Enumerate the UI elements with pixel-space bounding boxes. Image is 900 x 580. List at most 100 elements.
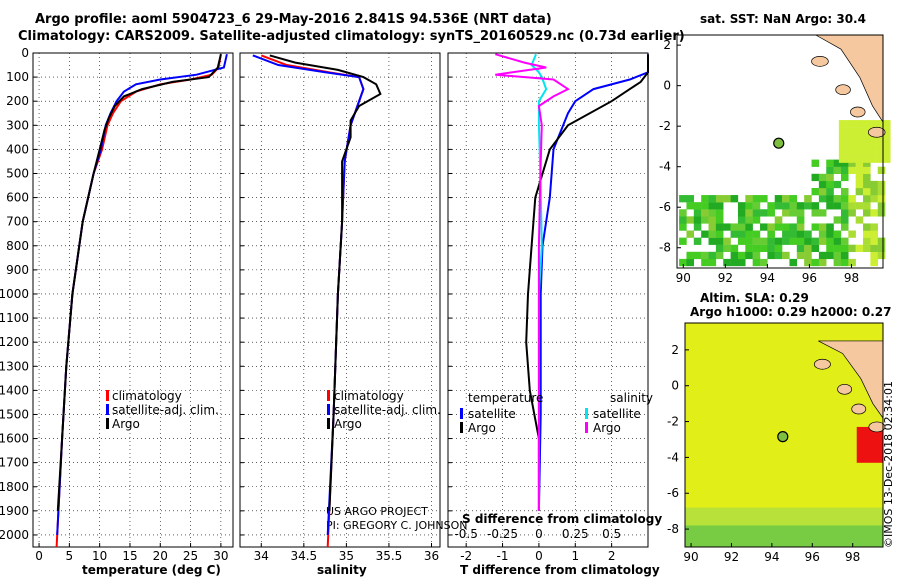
island xyxy=(811,55,829,67)
map-frame xyxy=(684,322,884,548)
sst-cell xyxy=(877,180,886,189)
sst-map-title: sat. SST: NaN Argo: 30.4 xyxy=(700,12,866,26)
sst-cell xyxy=(855,159,864,167)
legend-label: climatology xyxy=(334,389,404,403)
map-x-tick-label: 92 xyxy=(724,550,739,564)
sst-cell xyxy=(860,134,869,142)
x-tick-label: 5 xyxy=(66,549,74,563)
sst-cell xyxy=(818,223,827,231)
depth-tick-label: 1100 xyxy=(0,311,29,325)
title-line-1: Argo profile: aoml 5904723_6 29-May-2016… xyxy=(35,12,552,27)
depth-tick-label: 1900 xyxy=(0,504,29,518)
sst-cell xyxy=(840,166,849,174)
sst-cell xyxy=(767,230,775,238)
x-tick-label: 34 xyxy=(254,549,269,563)
map-y-tick-label: -2 xyxy=(659,119,671,133)
sal-climatology-line xyxy=(260,54,365,548)
sst-cell xyxy=(838,120,847,128)
island xyxy=(850,106,866,118)
sst-cell xyxy=(860,148,869,156)
depth-tick-label: 1400 xyxy=(0,383,29,397)
sst-cell xyxy=(870,230,878,238)
sst-cell xyxy=(811,258,820,267)
sst-cell xyxy=(811,173,820,182)
project-label: US ARGO PROJECT xyxy=(326,505,428,518)
sst-cell xyxy=(826,237,834,245)
legend-swatch xyxy=(585,408,588,419)
sst-cell xyxy=(840,173,849,182)
t-diff-satellite-line xyxy=(537,54,649,511)
sst-cell xyxy=(796,216,805,224)
depth-tick-label: 600 xyxy=(6,191,29,205)
sst-cell xyxy=(804,230,812,238)
sst-cell xyxy=(693,237,702,245)
sst-cell xyxy=(760,244,768,252)
sst-cell xyxy=(838,127,847,135)
depth-tick-label: 1200 xyxy=(0,335,29,349)
sst-cell xyxy=(774,223,783,231)
map-x-tick-label: 96 xyxy=(805,550,820,564)
sst-cell xyxy=(877,195,886,203)
depth-tick-label: 500 xyxy=(6,166,29,180)
sst-cell xyxy=(686,230,695,238)
s-tick-label: 0 xyxy=(535,527,543,541)
x-tick-label: 35.5 xyxy=(376,549,403,563)
sst-cell xyxy=(838,134,847,142)
sst-cell xyxy=(752,202,761,210)
sst-cell xyxy=(840,202,849,210)
sst-cell xyxy=(752,230,761,238)
x-tick-label: 10 xyxy=(92,549,107,563)
sst-cell xyxy=(789,195,798,203)
sst-cell xyxy=(737,202,746,210)
x-tick-label: -1 xyxy=(497,549,509,563)
map-y-tick-label: 2 xyxy=(671,343,679,357)
sst-cell xyxy=(686,195,695,203)
sst-cell xyxy=(774,251,783,260)
sst-cell xyxy=(846,141,854,149)
sst-cell xyxy=(863,173,871,182)
sst-cell xyxy=(846,148,854,156)
map-y-tick-label: -2 xyxy=(667,415,679,429)
sst-cell xyxy=(855,180,864,189)
s-diff-xlabel: S difference from climatology xyxy=(462,512,663,526)
sst-cell xyxy=(853,134,862,142)
sst-cell xyxy=(752,216,761,224)
sst-cell xyxy=(826,244,834,252)
legend-label: Argo xyxy=(468,421,496,435)
depth-tick-label: 700 xyxy=(6,215,29,229)
sst-cell xyxy=(782,223,790,231)
legend-swatch xyxy=(106,418,109,429)
sst-cell xyxy=(789,202,798,210)
sst-cell xyxy=(737,209,746,217)
x-tick-label: 34.5 xyxy=(290,549,317,563)
map-y-tick-label: 0 xyxy=(671,379,679,393)
sst-cell xyxy=(833,202,842,210)
sst-cell xyxy=(818,173,827,182)
sst-cell xyxy=(811,223,820,231)
sst-cell xyxy=(863,159,871,167)
legend-swatch xyxy=(327,404,330,415)
sst-cell xyxy=(855,173,864,182)
sst-cell xyxy=(708,195,717,203)
sst-cell xyxy=(877,166,886,174)
map-x-tick-label: 92 xyxy=(718,271,733,285)
sst-cell xyxy=(804,202,812,210)
sst-cell xyxy=(863,209,871,217)
sst-cell xyxy=(804,237,812,245)
sst-cell xyxy=(745,251,753,260)
sst-cell xyxy=(833,159,842,167)
sal-satellite-line xyxy=(252,54,365,536)
sst-cell xyxy=(811,209,820,217)
depth-tick-label: 1300 xyxy=(0,359,29,373)
legend-label: satellite xyxy=(593,407,641,421)
sst-cell xyxy=(760,223,768,231)
sst-cell xyxy=(760,237,768,245)
sal-argo-line xyxy=(269,54,382,511)
sst-cell xyxy=(877,187,886,196)
legend-label: Argo xyxy=(334,417,362,431)
sst-cell xyxy=(826,159,834,167)
sst-cell xyxy=(826,166,834,174)
pi-label: PI: GREGORY C. JOHNSON xyxy=(326,519,468,532)
sst-cell xyxy=(701,209,709,217)
